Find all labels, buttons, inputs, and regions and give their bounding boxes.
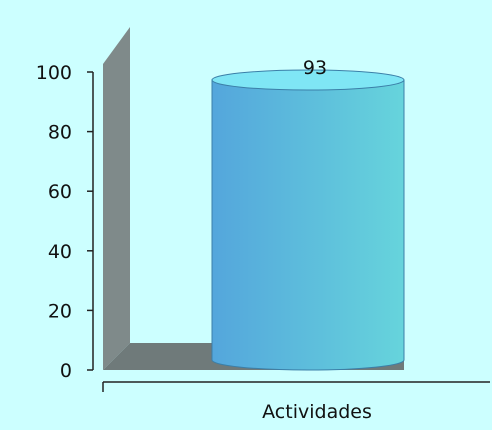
- x-axis: Actividades: [102, 381, 490, 423]
- data-label: 93: [303, 57, 327, 79]
- y-tick-label: 40: [48, 241, 72, 263]
- bar-body: [211, 79, 405, 371]
- y-tick-label: 80: [48, 122, 72, 144]
- bar-series: 93: [211, 57, 405, 371]
- y-tick-label: 100: [36, 62, 72, 84]
- y-tick-label: 0: [60, 360, 72, 382]
- side-wall: [103, 27, 130, 370]
- x-tick-label: Actividades: [262, 401, 372, 423]
- y-axis: 0 20 40 60 80 100: [36, 62, 94, 382]
- bar-cylinder: 93: [211, 57, 405, 371]
- y-tick-label: 60: [48, 181, 72, 203]
- y-tick-label: 20: [48, 300, 72, 322]
- bar-top: [211, 69, 405, 91]
